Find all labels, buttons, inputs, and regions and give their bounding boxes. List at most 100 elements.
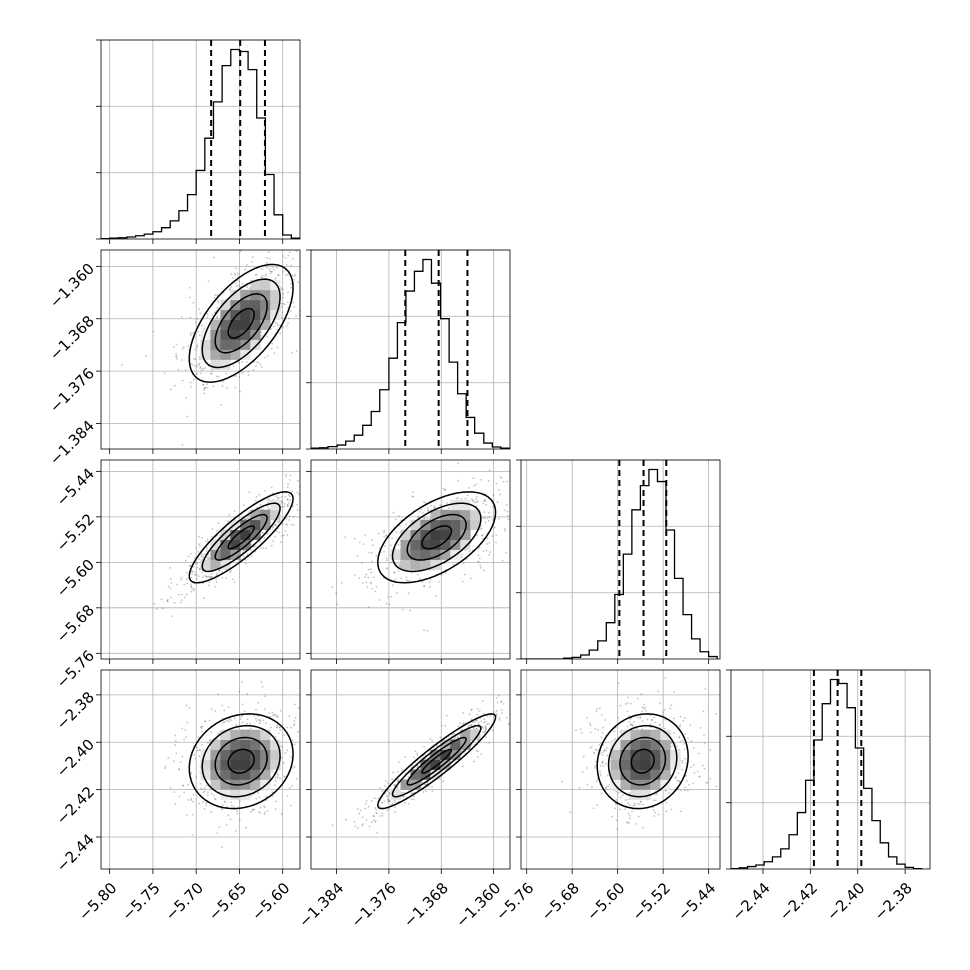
scatter-point (262, 222, 264, 224)
scatter-point (209, 372, 212, 375)
scatter-point (411, 495, 414, 498)
contour-line (201, 502, 281, 573)
scatter-point (503, 509, 506, 512)
scatter-point (683, 742, 686, 745)
scatter-point (715, 785, 718, 788)
scatter-point (381, 802, 384, 804)
scatter-point (281, 311, 284, 314)
scatter-point (264, 796, 267, 799)
scatter-point (639, 716, 642, 719)
scatter-point (283, 775, 286, 778)
density-cell (220, 329, 231, 340)
scatter-point (358, 541, 361, 544)
scatter-point (375, 585, 378, 588)
density-cell (410, 549, 421, 560)
x-tick-label: −5.80 (75, 879, 120, 924)
scatter-point (454, 760, 457, 762)
scatter-point (482, 726, 484, 729)
scatter-point (639, 717, 641, 719)
scatter-point (292, 504, 294, 507)
scatter-point (300, 252, 302, 254)
scatter-point (266, 267, 268, 269)
density-cell (620, 739, 631, 750)
scatter-point (199, 367, 202, 370)
scatter-point (285, 324, 288, 327)
contour-line (188, 491, 294, 584)
scatter-point (274, 779, 277, 782)
scatter-point (263, 813, 266, 816)
scatter-point (629, 817, 631, 820)
contour-line (377, 713, 497, 810)
scatter-point (180, 359, 183, 361)
scatter-point (179, 761, 182, 764)
scatter-point (626, 702, 629, 704)
density-cell (660, 759, 671, 770)
y-tick-label: −1.368 (46, 312, 98, 364)
scatter-point (293, 720, 296, 723)
scatter-point (586, 716, 589, 719)
scatter-point (282, 255, 284, 257)
scatter-point (402, 795, 405, 798)
scatter-point (478, 557, 481, 560)
scatter-point (276, 346, 279, 349)
density-cell (470, 519, 481, 531)
scatter-point (208, 576, 211, 579)
contour-line (214, 293, 268, 354)
density-cell (220, 529, 231, 540)
scatter-point (278, 520, 280, 523)
density-cell (220, 789, 231, 800)
density-cell (400, 559, 411, 570)
scatter-point (428, 581, 431, 584)
scatter-point (190, 385, 192, 388)
scatter-point (277, 732, 280, 735)
scatter-point (368, 825, 371, 828)
scatter-point (270, 327, 272, 330)
scatter-point (302, 498, 304, 500)
scatter-point (385, 534, 388, 537)
scatter-point (263, 708, 266, 711)
density-cell (410, 519, 421, 531)
scatter-point (210, 811, 213, 813)
scatter-point (506, 510, 509, 513)
scatter-point (286, 795, 289, 798)
scatter-point (477, 721, 480, 724)
scatter-point (206, 387, 209, 389)
scatter-point (456, 736, 459, 739)
scatter-point (614, 803, 617, 805)
scatter-point (424, 502, 427, 504)
scatter-point (268, 268, 271, 270)
scatter-point (256, 361, 259, 364)
scatter-point (277, 274, 279, 277)
density-cell (640, 789, 651, 800)
scatter-point (485, 736, 487, 739)
density-cell (460, 499, 471, 511)
scatter-point (331, 586, 334, 589)
scatter-point (217, 733, 220, 735)
x-tick-label: −2.42 (776, 879, 821, 924)
density-cell (650, 739, 661, 750)
scatter-point (286, 273, 289, 276)
density-cell (260, 279, 271, 291)
scatter-point (331, 749, 333, 751)
density-cell (230, 519, 241, 531)
scatter-point (378, 599, 381, 601)
scatter-group (121, 222, 302, 446)
scatter-point (678, 725, 681, 728)
scatter-point (631, 810, 633, 813)
scatter-point (461, 765, 464, 768)
scatter-point (693, 771, 696, 774)
scatter-point (582, 755, 585, 758)
scatter-point (641, 706, 644, 709)
panel-2-0: −5.76−5.68−5.60−5.52−5.44 (53, 459, 304, 692)
density-cell (610, 769, 621, 780)
scatter-point (388, 807, 391, 810)
scatter-point (629, 718, 632, 720)
scatter-point (670, 808, 673, 811)
scatter-point (485, 504, 488, 506)
density-cell (260, 769, 271, 780)
scatter-point (229, 818, 232, 821)
scatter-point (488, 511, 490, 514)
scatter-point (677, 772, 680, 775)
scatter-point (397, 515, 400, 518)
scatter-point (195, 547, 198, 550)
